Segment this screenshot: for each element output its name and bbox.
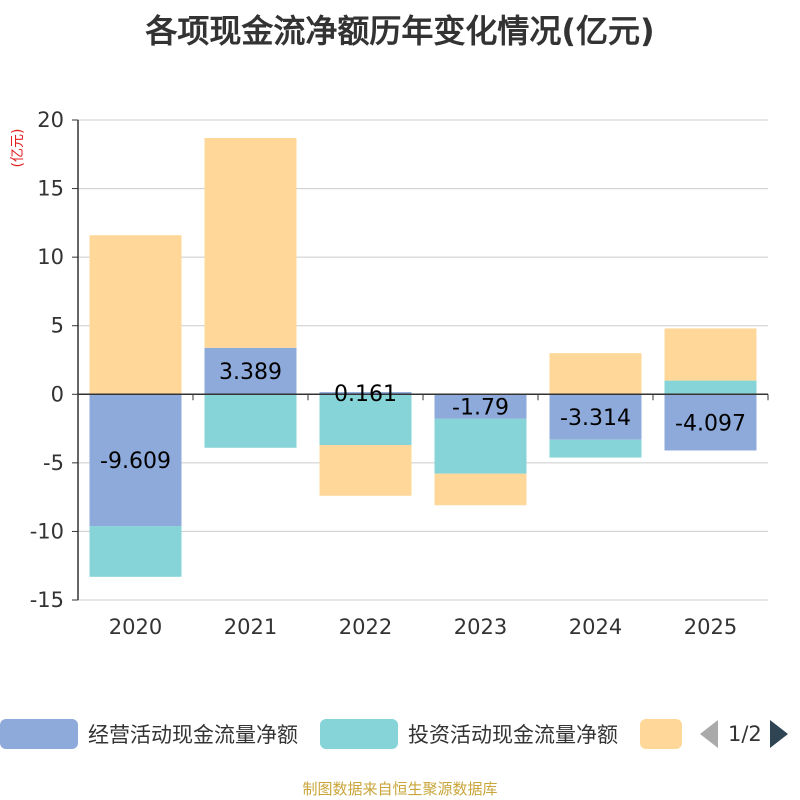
x-tick-label: 2021 bbox=[224, 615, 277, 639]
y-tick-label: -10 bbox=[30, 519, 64, 543]
data-label-layer: -9.609 3.389 0.161 -1.79 -3.314 -4.097 bbox=[100, 360, 746, 474]
y-tick-label: 10 bbox=[37, 245, 64, 269]
x-tick-label: 2020 bbox=[109, 615, 162, 639]
legend-page-indicator: 1/2 bbox=[728, 722, 762, 746]
bar-2021-series-0 bbox=[204, 347, 297, 395]
bar-2021-series-2 bbox=[204, 137, 297, 348]
legend-next-icon[interactable] bbox=[769, 720, 788, 748]
legend-item-operating[interactable]: 经营活动现金流量净额 bbox=[0, 718, 298, 750]
data-source: 制图数据来自恒生聚源数据库 bbox=[302, 780, 498, 798]
y-tick-label: 15 bbox=[37, 177, 64, 201]
bar-2023-series-1 bbox=[434, 418, 527, 474]
data-label-2025: -4.097 bbox=[675, 411, 746, 436]
bar-2024-series-1 bbox=[549, 439, 642, 458]
y-tick-label: 5 bbox=[51, 314, 64, 338]
y-tick-label: -5 bbox=[43, 451, 64, 475]
legend-label-operating: 经营活动现金流量净额 bbox=[88, 723, 298, 747]
bar-layer bbox=[89, 137, 757, 577]
y-tick-label: 20 bbox=[37, 108, 64, 132]
chart-title: 各项现金流净额历年变化情况(亿元) bbox=[145, 12, 655, 50]
data-label-2021: 3.389 bbox=[219, 360, 282, 385]
grid-layer bbox=[78, 119, 768, 601]
bar-2022-series-0 bbox=[319, 392, 412, 395]
x-tick-label: 2022 bbox=[339, 615, 392, 639]
data-label-2022: 0.161 bbox=[334, 382, 397, 407]
bar-2022-series-1 bbox=[319, 394, 412, 446]
legend-label-investing: 投资活动现金流量净额 bbox=[408, 723, 618, 747]
bar-2025-series-0 bbox=[664, 394, 757, 451]
bar-2025-series-1 bbox=[664, 380, 757, 395]
bar-2024-series-0 bbox=[549, 394, 642, 440]
bar-chart: (亿元) 20 15 10 5 0 -5 -10 -15 2020 2021 2022 2023 2024… bbox=[10, 108, 769, 639]
x-tick-label: 2024 bbox=[569, 615, 622, 639]
bar-2022-series-2 bbox=[319, 445, 412, 496]
data-label-2023: -1.79 bbox=[452, 396, 509, 421]
axis-layer: (亿元) 20 15 10 5 0 -5 -10 -15 2020 2021 2022 2023 2024… bbox=[10, 108, 769, 639]
x-tick-label: 2025 bbox=[684, 615, 737, 639]
bar-2020-series-0 bbox=[89, 394, 182, 527]
legend-prev-icon[interactable] bbox=[700, 720, 718, 748]
bar-2023-series-0 bbox=[434, 394, 527, 419]
legend-swatch-investing bbox=[320, 719, 398, 749]
y-tick-label: -15 bbox=[30, 588, 64, 612]
legend-item-investing[interactable]: 投资活动现金流量净额 bbox=[320, 718, 618, 750]
bar-2024-series-2 bbox=[549, 353, 642, 395]
legend-swatch-operating bbox=[0, 719, 78, 749]
bar-2021-series-1 bbox=[204, 394, 297, 448]
y-tick-label: 0 bbox=[51, 382, 64, 406]
legend-item-financing[interactable] bbox=[640, 718, 682, 750]
data-label-2020: -9.609 bbox=[100, 449, 171, 474]
y-axis-unit-label: (亿元) bbox=[10, 129, 26, 168]
bar-2023-series-2 bbox=[434, 473, 527, 506]
bar-2020-series-2 bbox=[89, 235, 182, 395]
bar-2025-series-2 bbox=[664, 328, 757, 381]
bar-2020-series-1 bbox=[89, 526, 182, 577]
legend-swatch-financing bbox=[640, 719, 682, 749]
legend-pager: 1/2 bbox=[700, 718, 788, 750]
data-label-2024: -3.314 bbox=[560, 406, 631, 431]
x-tick-label: 2023 bbox=[454, 615, 507, 639]
